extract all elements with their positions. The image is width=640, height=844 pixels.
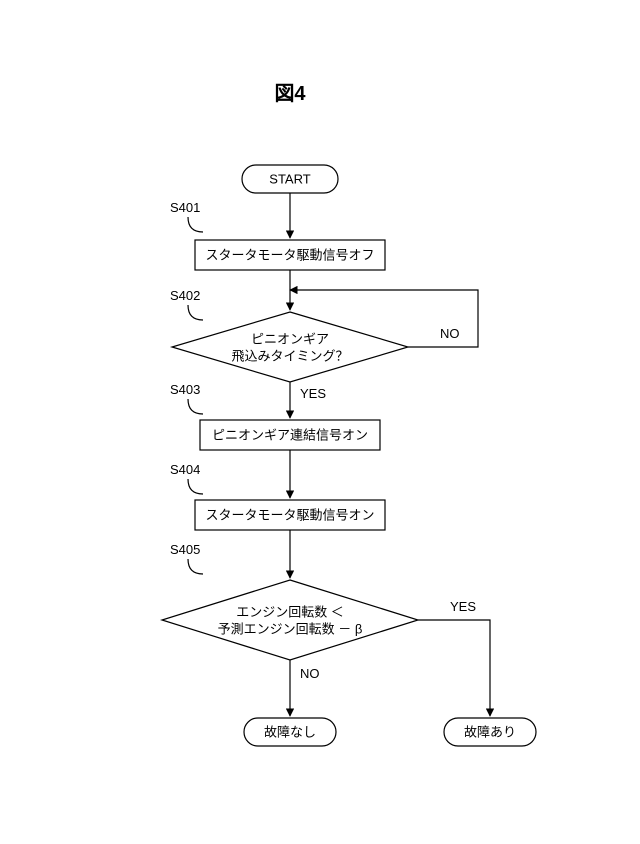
edge-s405-yes [418, 620, 490, 716]
start-label: START [269, 171, 310, 186]
no-fault-label: 故障なし [264, 724, 316, 739]
step-tag-s401: S401 [170, 200, 200, 215]
s401-text: スタータモータ駆動信号オフ [205, 247, 374, 262]
no-fault-terminal: 故障なし [244, 718, 336, 746]
fault-terminal: 故障あり [444, 718, 536, 746]
leader-s401 [188, 217, 203, 232]
s405-no-label: NO [300, 666, 320, 681]
figure-title: 図4 [274, 83, 306, 105]
step-tag-s405: S405 [170, 542, 200, 557]
leader-s402 [188, 305, 203, 320]
s404-node: スタータモータ駆動信号オン [195, 500, 385, 530]
leader-s405 [188, 559, 203, 574]
s402-no-label: NO [440, 326, 460, 341]
s403-text: ピニオンギア連結信号オン [212, 427, 368, 442]
s405-node: エンジン回転数 ＜ 予測エンジン回転数 － β [162, 580, 418, 660]
leader-s404 [188, 479, 203, 494]
s404-text: スタータモータ駆動信号オン [205, 507, 374, 522]
leader-s403 [188, 399, 203, 414]
s402-yes-label: YES [300, 386, 326, 401]
s402-line2: 飛込みタイミング？ [231, 348, 348, 363]
fault-label: 故障あり [464, 724, 516, 739]
step-tag-s402: S402 [170, 288, 200, 303]
start-node: START [242, 165, 338, 193]
s403-node: ピニオンギア連結信号オン [200, 420, 380, 450]
s405-yes-label: YES [450, 599, 476, 614]
flowchart-canvas: 図4 START S401 スタータモータ駆動信号オフ S402 ピニオンギア … [0, 0, 640, 844]
step-tag-s403: S403 [170, 382, 200, 397]
s405-line2: 予測エンジン回転数 － β [218, 621, 363, 636]
s402-node: ピニオンギア 飛込みタイミング？ [172, 312, 408, 382]
s402-line1: ピニオンギア [251, 331, 329, 346]
s405-line1: エンジン回転数 ＜ [236, 604, 344, 619]
s401-node: スタータモータ駆動信号オフ [195, 240, 385, 270]
step-tag-s404: S404 [170, 462, 200, 477]
